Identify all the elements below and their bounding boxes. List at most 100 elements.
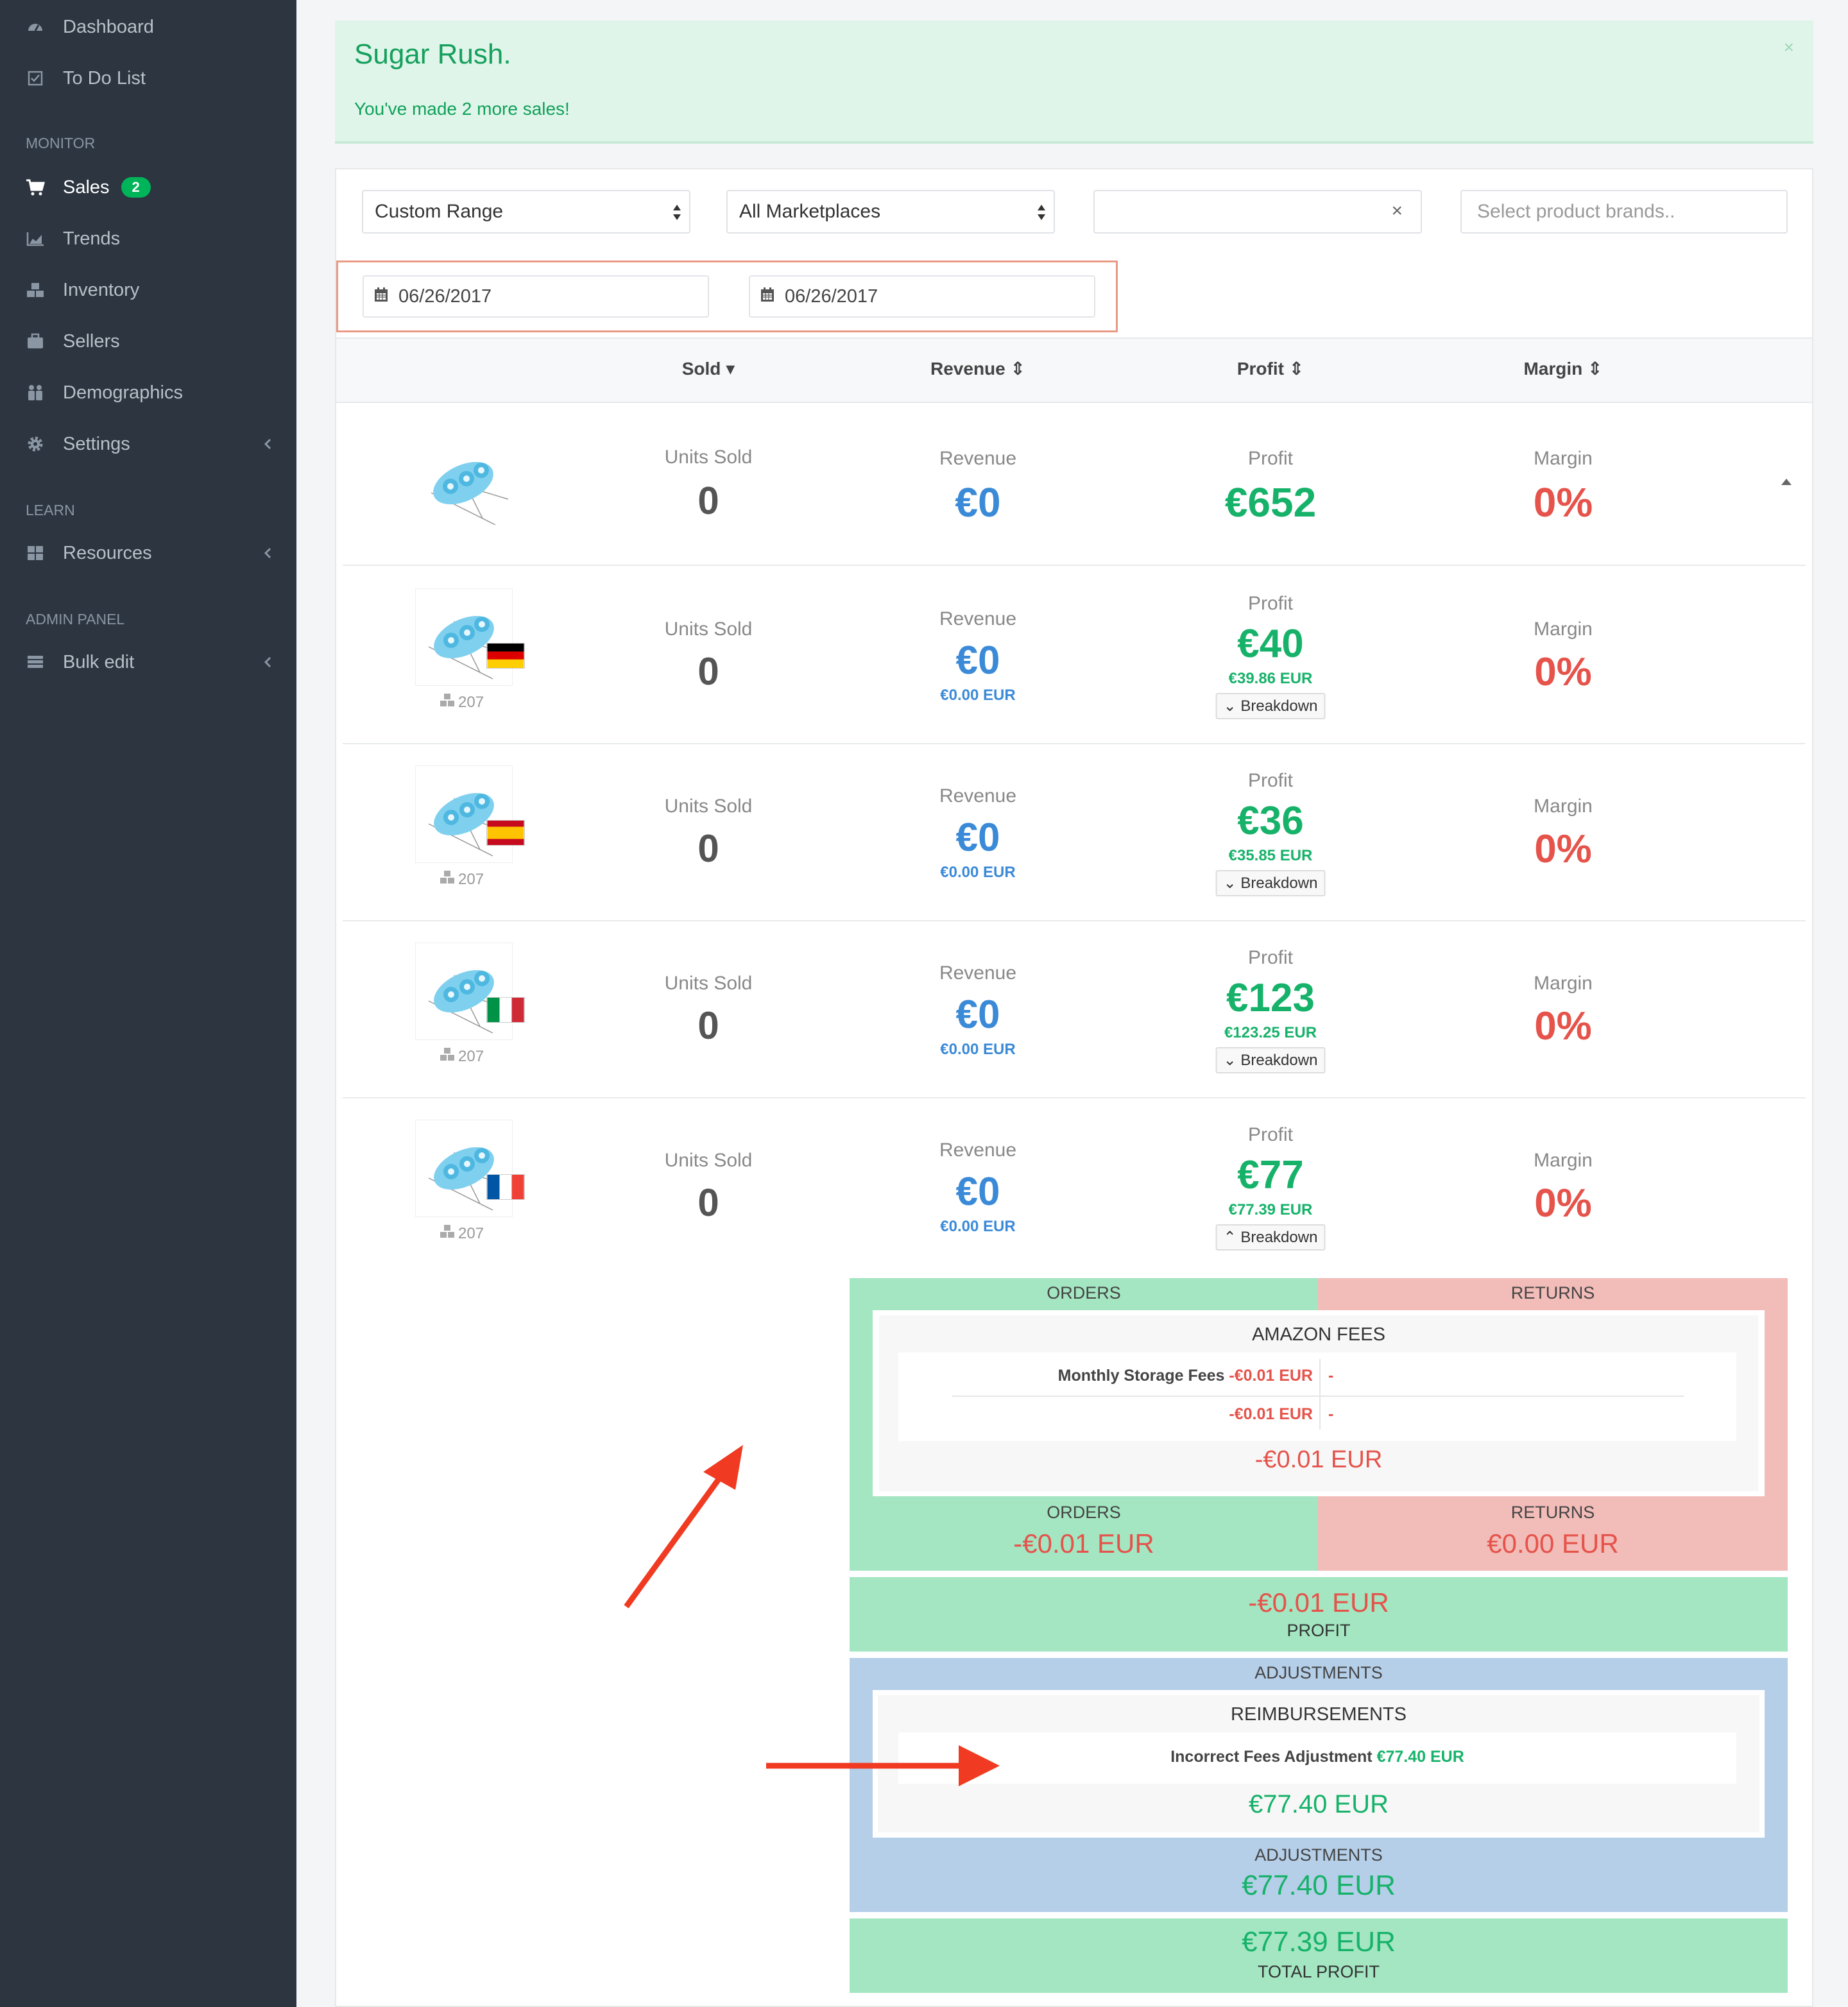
briefcase-icon	[26, 332, 45, 351]
sort-revenue[interactable]: Revenue ⇕	[930, 359, 1025, 379]
alert-close-button[interactable]: ×	[1783, 37, 1794, 57]
chevron-double-down-icon: ⌄	[1223, 875, 1236, 892]
cubes-icon	[439, 1224, 456, 1243]
learn-header: LEARN	[26, 502, 75, 518]
chevron-double-down-icon: ⌄	[1223, 697, 1236, 715]
fees-table: Monthly Storage Fees -€0.01 EUR - -€0.01…	[898, 1353, 1736, 1441]
chevron-left-icon	[259, 435, 277, 453]
cubes-icon	[26, 280, 45, 300]
sort-sold[interactable]: Sold ▾	[681, 359, 735, 379]
checkbox-icon	[26, 69, 45, 88]
fees-total: -€0.01 EUR	[1254, 1446, 1383, 1473]
main-content: Sugar Rush. You've made 2 more sales! × …	[296, 0, 1848, 2007]
cubes-icon	[439, 1047, 456, 1066]
product-search-input[interactable]: ×	[1093, 190, 1422, 234]
orders-header: ORDERS	[1047, 1283, 1121, 1302]
breakdown-button[interactable]: ⌄ Breakdown	[1215, 1047, 1326, 1073]
sort-margin[interactable]: Margin ⇕	[1523, 359, 1603, 379]
sidebar-item-demographics[interactable]: Demographics	[0, 370, 296, 416]
table-row[interactable]: 207 Units Sold 0 Revenue €0 €0.00 EUR Profit €1…	[343, 921, 1806, 1098]
cart-icon	[26, 178, 45, 197]
cubes-icon	[439, 870, 456, 889]
cubes-icon	[439, 693, 456, 712]
sku-count: 207	[439, 1047, 484, 1066]
sidebar-item-resources[interactable]: Resources	[0, 530, 296, 576]
clear-search-button[interactable]: ×	[1391, 200, 1403, 221]
fee-subtotal: -€0.01 EUR	[1229, 1405, 1313, 1423]
annotation-arrow-right	[766, 1745, 1000, 1786]
profit-value: -€0.01 EUR	[1248, 1587, 1389, 1618]
flag-de-icon	[486, 643, 525, 669]
profit-box: -€0.01 EUR PROFIT	[850, 1577, 1788, 1652]
table-row[interactable]: 207 Units Sold 0 Revenue €0 €0.00 EUR Profit €3…	[343, 744, 1806, 921]
sort-desc-icon: ▾	[726, 359, 735, 379]
alert-message: You've made 2 more sales!	[354, 99, 570, 119]
breakdown-button[interactable]: ⌄ Breakdown	[1215, 693, 1326, 719]
sidebar-item-sales[interactable]: Sales 2	[0, 164, 296, 210]
returns-value: €0.00 EUR	[1487, 1528, 1619, 1559]
annotation-arrows	[624, 1445, 743, 1609]
amazon-fees-box: AMAZON FEES Monthly Storage Fees -€0.01 …	[873, 1310, 1765, 1496]
collapse-caret-icon[interactable]	[1780, 477, 1793, 490]
sales-panel: Custom Range All Marketplaces × Select p…	[335, 168, 1813, 2007]
flag-fr-icon	[486, 1174, 525, 1200]
sku-count: 207	[439, 1224, 484, 1243]
product-image	[416, 766, 512, 862]
calendar-icon	[374, 286, 398, 307]
alert-title: Sugar Rush.	[354, 38, 511, 70]
users-icon	[26, 383, 45, 402]
sort-icon: ⇕	[1010, 359, 1025, 379]
product-image	[416, 589, 512, 685]
table-row[interactable]: 207 Units Sold 0 Revenue €0 €0.00 EUR Profit €7…	[343, 1098, 1806, 1276]
summary-row[interactable]: Units Sold 0 Revenue €0 Profit €652 Marg…	[343, 403, 1806, 566]
sidebar-item-settings[interactable]: Settings	[0, 421, 296, 467]
table-icon	[26, 653, 45, 672]
gear-icon	[26, 434, 45, 454]
admin-header: ADMIN PANEL	[26, 611, 125, 628]
sales-count-badge: 2	[121, 177, 151, 198]
fee-line: Monthly Storage Fees -€0.01 EUR	[1057, 1367, 1313, 1385]
date-to-input[interactable]: 06/26/2017	[749, 275, 1095, 318]
chevron-left-icon	[259, 653, 277, 671]
success-alert: Sugar Rush. You've made 2 more sales! ×	[335, 21, 1813, 144]
dashboard-icon	[26, 17, 45, 37]
select-arrows-icon	[671, 203, 683, 222]
reimbursements-title: REIMBURSEMENTS	[1231, 1704, 1407, 1725]
reimbursement-line: Incorrect Fees Adjustment €77.40 EUR	[898, 1732, 1736, 1784]
select-arrows-icon	[1036, 203, 1047, 222]
marketplace-select[interactable]: All Marketplaces	[726, 190, 1055, 234]
table-header: Sold ▾ Revenue ⇕ Profit ⇕ Margin ⇕	[336, 337, 1812, 403]
breakdown-button[interactable]: ⌃ Breakdown	[1215, 1224, 1326, 1251]
total-profit-box: €77.39 EUR TOTAL PROFIT	[850, 1918, 1788, 1993]
table-row[interactable]: 207 Units Sold 0 Revenue €0 €0.00 EUR Profit €4…	[343, 567, 1806, 744]
orders-value: -€0.01 EUR	[1013, 1528, 1154, 1559]
product-image	[416, 1120, 512, 1217]
product-image	[418, 441, 515, 525]
adjustments-value: €77.40 EUR	[1242, 1870, 1396, 1901]
date-range-box: 06/26/2017 06/26/2017	[336, 260, 1118, 332]
sort-icon: ⇕	[1288, 359, 1305, 379]
sidebar-item-sellers[interactable]: Sellers	[0, 318, 296, 364]
date-range-select[interactable]: Custom Range	[362, 190, 690, 234]
sidebar-item-todo[interactable]: To Do List	[0, 55, 296, 101]
sku-count: 207	[439, 693, 484, 712]
sidebar-item-trends[interactable]: Trends	[0, 216, 296, 262]
sidebar: Dashboard To Do List MONITOR Sales 2 Tre…	[0, 0, 296, 2007]
adjustments-box: ADJUSTMENTS REIMBURSEMENTS Incorrect Fee…	[850, 1658, 1788, 1912]
breakdown-button[interactable]: ⌄ Breakdown	[1215, 870, 1326, 896]
monitor-header: MONITOR	[26, 135, 96, 151]
date-from-input[interactable]: 06/26/2017	[363, 275, 709, 318]
chevron-left-icon	[259, 544, 277, 562]
chevron-double-up-icon: ⌃	[1223, 1229, 1236, 1246]
sidebar-item-bulk-edit[interactable]: Bulk edit	[0, 639, 296, 685]
sort-icon: ⇕	[1587, 359, 1603, 379]
sidebar-item-inventory[interactable]: Inventory	[0, 267, 296, 313]
returns-header: RETURNS	[1510, 1283, 1595, 1302]
brand-select[interactable]: Select product brands..	[1460, 190, 1788, 234]
reimbursements-total: €77.40 EUR	[1249, 1790, 1389, 1818]
sidebar-item-dashboard[interactable]: Dashboard	[0, 4, 296, 50]
sort-profit[interactable]: Profit ⇕	[1236, 359, 1305, 379]
reimbursements-box: REIMBURSEMENTS Incorrect Fees Adjustment…	[873, 1690, 1765, 1838]
breakdown-panel: ORDERS RETURNS AMAZON FEES Monthly Stora…	[850, 1278, 1788, 1571]
calendar-icon	[760, 286, 785, 307]
